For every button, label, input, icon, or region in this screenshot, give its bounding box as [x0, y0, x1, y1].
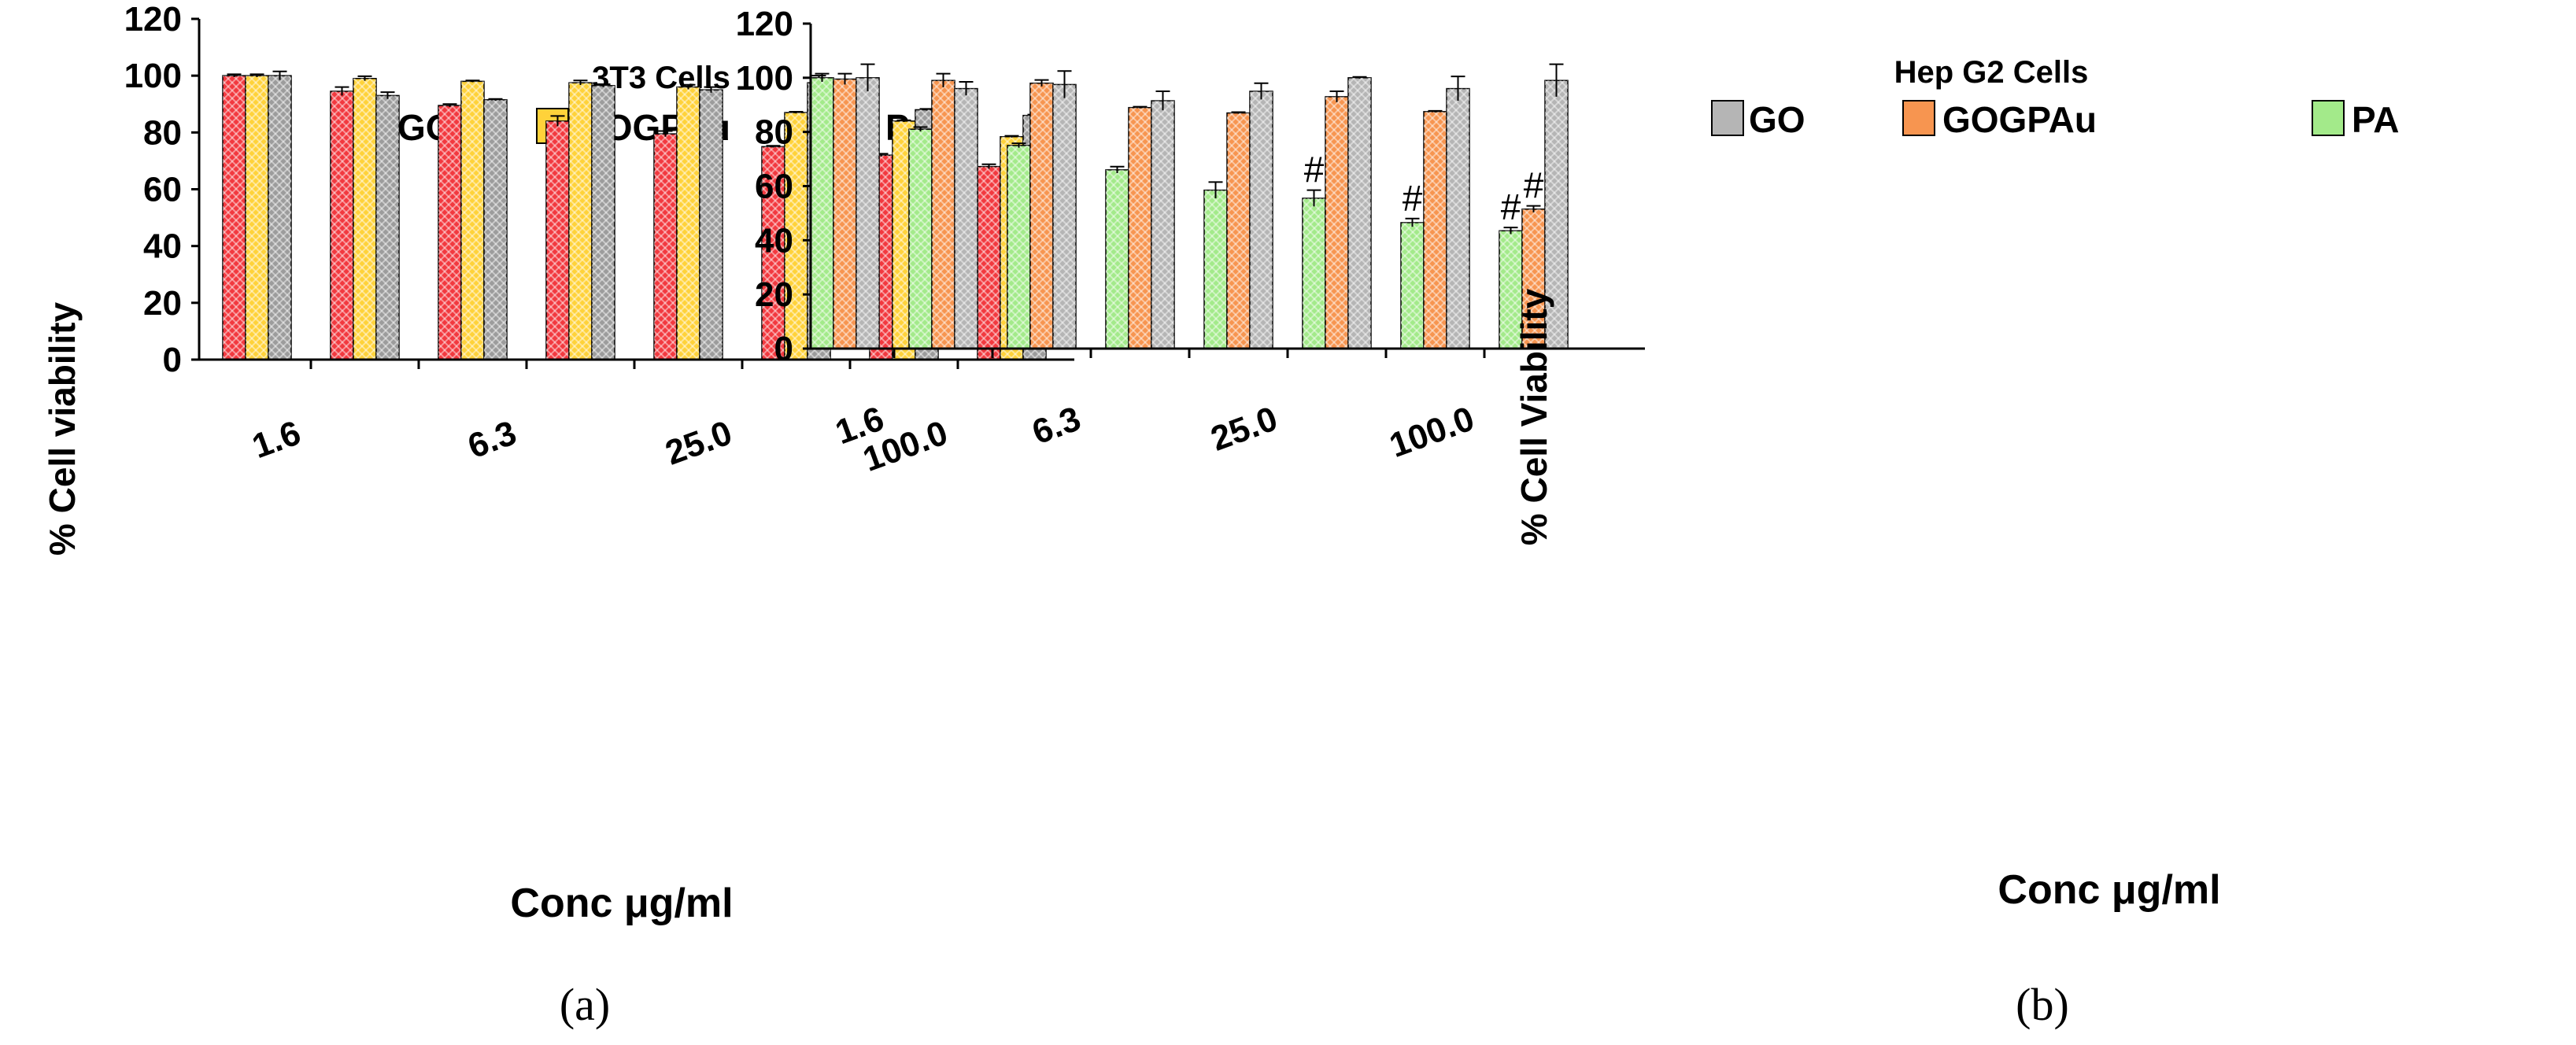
chart-b-bar-hatch-go-0 — [856, 77, 879, 349]
chart-b-ytick-label-0: 0 — [774, 330, 793, 368]
chart-panel-a: 3T3 Cells GO GOGPAu PA 0204060801001201.… — [42, 0, 1074, 1030]
chart-b-annotation-3: # — [1524, 165, 1544, 206]
chart-b-xtick-label-3: 100.0 — [1384, 399, 1479, 465]
panel-label-b: (b) — [2016, 979, 2069, 1030]
chart-b-bar-hatch-go-7 — [1545, 80, 1568, 349]
chart-a-bar-hatch-go-1 — [376, 95, 399, 360]
chart-a-bar-hatch-pa-1 — [331, 91, 353, 360]
chart-a-bar-hatch-pa-4 — [654, 134, 677, 360]
chart-b-bar-hatch-pa-3 — [1106, 169, 1129, 349]
chart-a-ytick-label-1: 20 — [143, 284, 182, 323]
chart-b-xlabel: Conc μg/ml — [1998, 867, 2220, 913]
chart-a-ylabel: % Cell viability — [42, 302, 83, 556]
chart-a-ytick-label-0: 0 — [163, 341, 182, 379]
chart-a-ytick-label-3: 60 — [143, 171, 182, 209]
chart-b-bar-hatch-go-3 — [1151, 101, 1174, 349]
chart-b-legend-swatch-pa — [2312, 100, 2345, 136]
chart-a-bar-hatch-gogpau-2 — [461, 81, 484, 360]
chart-b-bar-hatch-gogpau-6 — [1424, 111, 1447, 349]
chart-b-title: Hep G2 Cells — [1894, 55, 2089, 90]
chart-b-bar-hatch-go-6 — [1447, 88, 1469, 349]
chart-a-xtick-label-1: 6.3 — [463, 413, 521, 466]
chart-b-bar-hatch-go-1 — [955, 88, 978, 349]
chart-a-bar-hatch-go-0 — [268, 76, 291, 360]
chart-b-xtick-label-1: 6.3 — [1027, 399, 1085, 452]
panel-label-a: (a) — [560, 979, 610, 1030]
chart-a-bar-hatch-pa-3 — [546, 120, 569, 360]
chart-b-ylabel: % Cell Viability — [1513, 288, 1554, 545]
chart-b-legend-label-pa: PA — [2352, 99, 2400, 140]
chart-b-legend-label-gogpau: GOGPAu — [1942, 99, 2097, 140]
chart-a-ytick-label-5: 100 — [124, 57, 182, 95]
chart-b-legend: GO GOGPAu PA — [1711, 99, 2400, 140]
chart-b-annotation-2: # — [1501, 186, 1521, 227]
chart-a-bar-hatch-pa-7 — [978, 166, 1000, 360]
chart-a-bar-hatch-pa-5 — [762, 146, 785, 360]
chart-a-xtick-label-0: 1.6 — [247, 413, 305, 466]
chart-a-bar-hatch-gogpau-0 — [246, 76, 268, 360]
chart-a-bar-hatch-pa-0 — [223, 76, 246, 360]
chart-b-ytick-label-6: 120 — [736, 5, 793, 43]
chart-b-bar-hatch-pa-1 — [909, 129, 932, 349]
chart-a-xtick-label-2: 25.0 — [660, 413, 737, 472]
chart-a-bar-hatch-gogpau-4 — [677, 87, 700, 360]
chart-a-bar-hatch-pa-2 — [438, 105, 461, 360]
chart-b-annotation-1: # — [1403, 178, 1423, 219]
chart-b-bar-hatch-go-2 — [1053, 84, 1076, 349]
chart-b-legend-label-go: GO — [1749, 99, 1805, 140]
chart-a-ytick-label-6: 120 — [124, 0, 182, 39]
chart-b-ytick-label-4: 80 — [755, 113, 793, 152]
chart-a-xlabel: Conc μg/ml — [510, 881, 733, 926]
chart-b-bar-hatch-gogpau-2 — [1030, 83, 1053, 349]
chart-b-legend-swatch-gogpau — [1902, 100, 1935, 136]
chart-b-bar-hatch-gogpau-5 — [1325, 96, 1348, 349]
chart-b-bar-hatch-gogpau-4 — [1227, 113, 1250, 349]
chart-b-bar-hatch-pa-6 — [1401, 222, 1424, 349]
chart-b-legend-swatch-go — [1711, 100, 1744, 136]
chart-a-bar-hatch-gogpau-3 — [569, 83, 592, 360]
chart-b-bar-hatch-pa-4 — [1204, 190, 1227, 349]
chart-b-ytick-label-2: 40 — [755, 221, 793, 260]
chart-b-bar-hatch-gogpau-3 — [1129, 107, 1151, 349]
chart-b-bar-hatch-go-4 — [1250, 91, 1273, 349]
chart-a-bar-hatch-go-2 — [484, 99, 507, 360]
chart-a-ytick-label-2: 40 — [143, 227, 182, 266]
chart-b-ytick-label-3: 60 — [755, 168, 793, 206]
chart-b-ytick-label-5: 100 — [736, 59, 793, 98]
chart-a-bar-hatch-gogpau-1 — [353, 78, 376, 360]
chart-b-bar-hatch-pa-2 — [1007, 145, 1030, 349]
chart-a-bar-hatch-go-4 — [700, 90, 723, 360]
chart-b-bar-hatch-gogpau-1 — [932, 80, 955, 349]
chart-b-bar-hatch-pa-7 — [1499, 231, 1522, 349]
chart-b-bar-hatch-gogpau-0 — [833, 79, 856, 349]
chart-b-ytick-label-1: 20 — [755, 275, 793, 314]
chart-b-bar-hatch-go-5 — [1348, 77, 1371, 349]
chart-b-bar-hatch-gogpau-7 — [1522, 209, 1545, 349]
chart-b-xtick-label-2: 25.0 — [1206, 399, 1282, 458]
chart-b-bar-hatch-pa-0 — [811, 77, 833, 349]
chart-b-bar-hatch-pa-5 — [1303, 198, 1325, 349]
chart-a-ytick-label-4: 80 — [143, 113, 182, 152]
chart-panel-b: Hep G2 Cells GO GOGPAu PA ## ## 020406080… — [736, 5, 2400, 1030]
chart-a-bar-hatch-go-3 — [592, 85, 615, 360]
chart-b-annotation-0: # — [1304, 150, 1325, 190]
chart-a-bar-hatch-gogpau-5 — [785, 113, 808, 360]
